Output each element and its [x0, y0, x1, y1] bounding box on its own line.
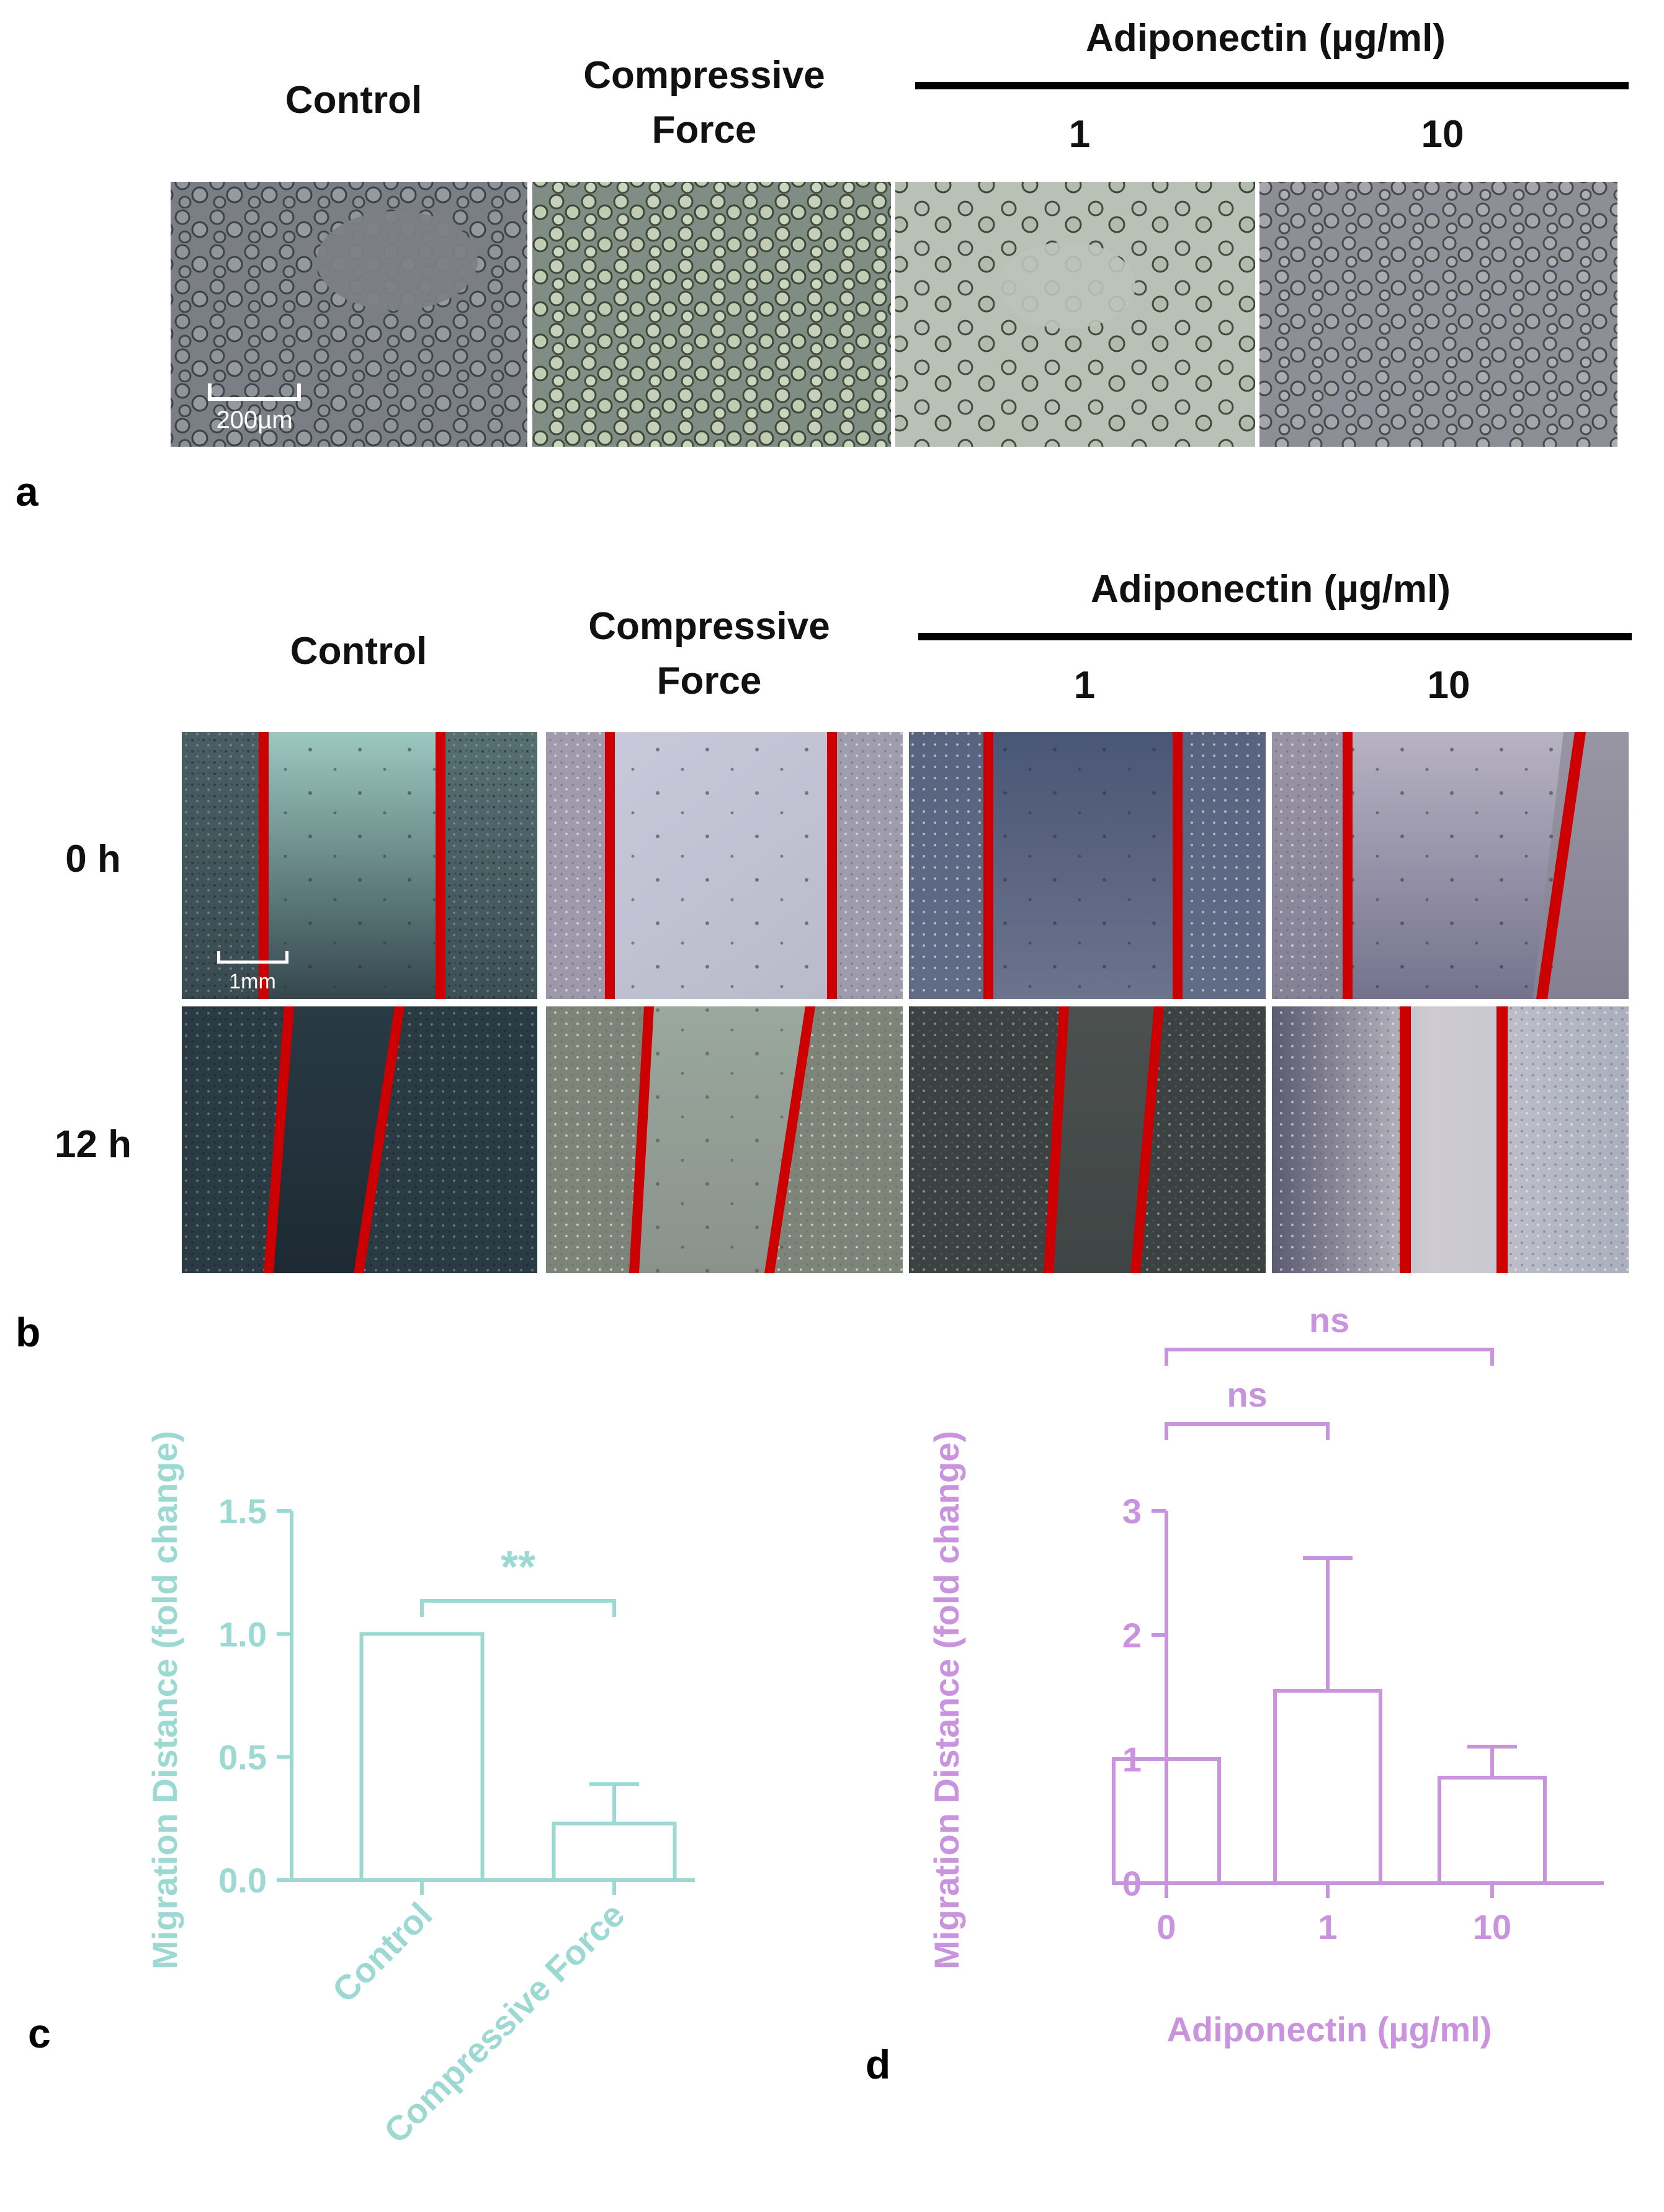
micrograph-a-compressive	[532, 182, 891, 447]
chart-c-ylabel: Migration Distance (fold change)	[145, 1431, 184, 1969]
panel-a-header-compressive-2: Force	[652, 109, 757, 151]
chart-d-significance: ns ns	[1165, 1301, 1494, 1440]
panel-a-header-dose-1: 1	[1069, 113, 1090, 156]
row-label-12h: 12 h	[55, 1123, 132, 1166]
panel-a-header-control: Control	[285, 79, 422, 122]
chart-d-sig-label: ns	[1309, 1301, 1349, 1340]
chart-d-y-tick-label: 3	[1122, 1492, 1142, 1531]
scale-bar-1mm: 1mm	[217, 951, 289, 993]
panel-a: Control Compressive Force Adiponectin (µ…	[16, 17, 1629, 514]
panel-b-header-group: Adiponectin (µg/ml)	[1091, 568, 1451, 611]
chart-c-y-tick-label: 0.0	[218, 1861, 267, 1900]
scratch-0h-dose-10	[1272, 732, 1629, 999]
scratch-0h-control	[182, 732, 537, 999]
panel-b-header-dose-10: 10	[1428, 664, 1470, 707]
panel-d-label: d	[866, 2041, 890, 2087]
panel-b-group-bar	[918, 633, 1632, 640]
scale-bar-200um: 200µm	[208, 383, 301, 434]
scratch-0h-dose-1	[909, 732, 1266, 999]
chart-d-bars	[1112, 1556, 1547, 1885]
chart-d-xlabel: Adiponectin (µg/ml)	[1167, 2010, 1492, 2049]
panel-a-header-group: Adiponectin (µg/ml)	[1086, 17, 1446, 60]
panel-a-header-compressive-1: Compressive	[583, 54, 825, 97]
chart-c-bar-0	[359, 1632, 485, 1882]
chart-c-x-tick-label: Control	[324, 1895, 439, 2010]
chart-c-axes: 0.0 0.5 1.0 1.5	[218, 1492, 695, 1900]
panel-a-group-bar	[915, 82, 1629, 89]
panel-b-header-compressive-2: Force	[657, 660, 762, 702]
panel-b: Control Compressive Force Adiponectin (µ…	[16, 568, 1632, 1355]
scratch-12h-compressive	[546, 1006, 903, 1273]
micrograph-a-control	[171, 182, 527, 447]
chart-c-bar-1	[552, 1821, 677, 1882]
chart-d: Migration Distance (fold change) 0 1 2 3 ns…	[866, 1301, 1604, 2087]
panel-b-header-compressive-1: Compressive	[588, 605, 830, 648]
chart-d-sig-bracket	[1165, 1422, 1330, 1440]
chart-d-x-tick-label: 10	[1473, 1907, 1511, 1946]
chart-c-y-tick-label: 1.0	[218, 1614, 267, 1654]
scale-bar-200um-label: 200µm	[216, 406, 292, 434]
chart-c-significance: **	[420, 1543, 616, 1617]
panel-a-header-dose-10: 10	[1421, 113, 1464, 156]
chart-d-y-tick-label: 2	[1122, 1616, 1142, 1655]
row-label-0h: 0 h	[65, 838, 121, 880]
chart-c-sig-label: **	[501, 1543, 535, 1592]
chart-c-sig-bracket	[420, 1599, 616, 1617]
chart-d-ylabel: Migration Distance (fold change)	[927, 1431, 966, 1969]
chart-c-bars	[359, 1632, 677, 1882]
panel-b-header-dose-1: 1	[1074, 664, 1095, 707]
scratch-12h-control	[182, 1006, 537, 1273]
micrograph-a-dose-10	[1259, 182, 1617, 447]
chart-d-x-tick-label: 0	[1156, 1907, 1176, 1946]
chart-c-y-tick-label: 1.5	[218, 1492, 267, 1531]
micrograph-a-dose-1	[895, 182, 1255, 447]
chart-c-y-tick-label: 0.5	[218, 1738, 267, 1777]
scratch-12h-dose-1	[909, 1006, 1266, 1273]
chart-c: Migration Distance (fold change) 0.0 0.5 1…	[28, 1431, 695, 2151]
chart-d-x-tick-label: 1	[1318, 1907, 1337, 1946]
panel-b-label: b	[16, 1309, 40, 1355]
scratch-0h-compressive	[546, 732, 903, 999]
chart-d-bar-2	[1438, 1776, 1547, 1885]
panel-a-label: a	[16, 468, 39, 514]
scale-bar-1mm-label: 1mm	[229, 970, 276, 993]
panel-b-header-control: Control	[290, 630, 427, 673]
chart-d-sig-bracket	[1165, 1348, 1494, 1366]
chart-d-x-ticks: 0 1 10	[1156, 1883, 1511, 1946]
scratch-12h-dose-10	[1272, 1006, 1629, 1273]
panel-c-label: c	[28, 2010, 51, 2056]
chart-d-bar-1	[1273, 1689, 1382, 1885]
chart-d-sig-label: ns	[1227, 1375, 1267, 1414]
